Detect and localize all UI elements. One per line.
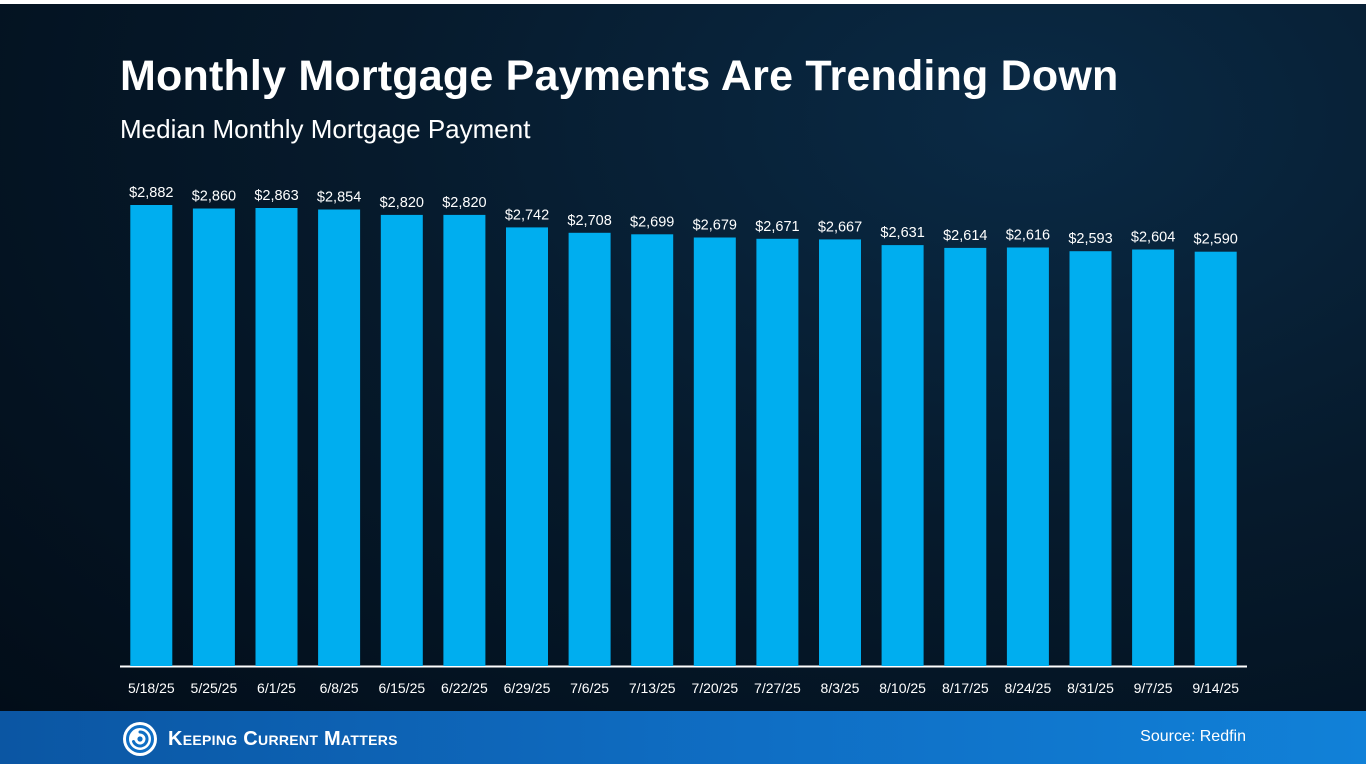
value-label-7/13/25: $2,699	[630, 214, 674, 230]
value-label-8/24/25: $2,616	[1006, 228, 1050, 244]
bar-5/25/25	[192, 208, 235, 666]
value-label-6/1/25: $2,863	[254, 188, 298, 204]
chart-title: Monthly Mortgage Payments Are Trending D…	[120, 52, 1119, 100]
x-tick-label-7/27/25: 7/27/25	[754, 680, 801, 696]
bar-8/10/25	[881, 245, 924, 666]
brand-name: Keeping Current Matters	[168, 727, 398, 750]
value-label-9/7/25: $2,604	[1131, 230, 1175, 246]
value-label-7/20/25: $2,679	[693, 218, 737, 234]
value-label-6/15/25: $2,820	[380, 195, 424, 211]
bar-8/31/25	[1069, 251, 1112, 666]
x-tick-label-8/10/25: 8/10/25	[879, 680, 926, 696]
footer-bar: Keeping Current Matters Source: Redfin	[0, 711, 1366, 764]
bar-6/1/25	[255, 208, 298, 666]
kcm-swirl-logo-icon	[123, 722, 157, 756]
value-label-5/18/25: $2,882	[129, 185, 173, 201]
value-label-7/6/25: $2,708	[567, 213, 611, 229]
x-tick-label-9/7/25: 9/7/25	[1134, 680, 1173, 696]
x-tick-label-6/1/25: 6/1/25	[257, 680, 296, 696]
value-label-6/22/25: $2,820	[442, 195, 486, 211]
x-tick-label-8/3/25: 8/3/25	[821, 680, 860, 696]
brand-logo: Keeping Current Matters	[122, 721, 398, 757]
slide: Monthly Mortgage Payments Are Trending D…	[0, 4, 1366, 764]
bar-7/13/25	[631, 234, 674, 667]
bar-chart: $2,882 5/18/25 $2,860 5/25/25 $2,863 6/1/25 $2…	[120, 185, 1247, 696]
x-tick-label-9/14/25: 9/14/25	[1192, 680, 1239, 696]
bar-8/3/25	[819, 239, 861, 666]
value-label-6/8/25: $2,854	[317, 190, 361, 206]
x-tick-label-6/29/25: 6/29/25	[504, 680, 551, 696]
bar-6/22/25	[443, 214, 486, 666]
bar-9/7/25	[1132, 249, 1175, 666]
value-label-8/31/25: $2,593	[1068, 231, 1112, 247]
bar-5/18/25	[130, 205, 173, 666]
chart-subtitle: Median Monthly Mortgage Payment	[120, 114, 531, 144]
x-tick-label-5/25/25: 5/25/25	[191, 680, 238, 696]
source-note: Source: Redfin	[1140, 728, 1246, 745]
x-tick-label-7/13/25: 7/13/25	[629, 680, 676, 696]
value-label-5/25/25: $2,860	[192, 189, 236, 205]
bar-6/8/25	[318, 209, 361, 666]
bar-6/15/25	[380, 214, 423, 666]
bar-9/14/25	[1194, 251, 1237, 666]
value-label-8/3/25: $2,667	[818, 219, 862, 235]
value-label-8/17/25: $2,614	[943, 228, 987, 244]
x-tick-label-5/18/25: 5/18/25	[128, 680, 175, 696]
bar-8/24/25	[1006, 247, 1049, 666]
bar-6/29/25	[506, 227, 548, 666]
value-label-8/10/25: $2,631	[880, 225, 924, 241]
x-tick-label-6/8/25: 6/8/25	[320, 680, 359, 696]
value-label-7/27/25: $2,671	[755, 219, 799, 235]
x-tick-label-8/24/25: 8/24/25	[1005, 680, 1052, 696]
x-tick-label-7/6/25: 7/6/25	[570, 680, 609, 696]
x-tick-label-8/17/25: 8/17/25	[942, 680, 989, 696]
bar-8/17/25	[944, 247, 987, 666]
x-tick-label-7/20/25: 7/20/25	[691, 680, 738, 696]
value-label-9/14/25: $2,590	[1194, 232, 1238, 248]
bar-7/6/25	[568, 232, 611, 667]
bar-7/27/25	[756, 238, 799, 667]
x-tick-label-6/22/25: 6/22/25	[441, 680, 488, 696]
value-label-6/29/25: $2,742	[505, 207, 549, 223]
bar-7/20/25	[693, 237, 736, 666]
x-tick-label-8/31/25: 8/31/25	[1067, 680, 1114, 696]
x-tick-label-6/15/25: 6/15/25	[378, 680, 425, 696]
